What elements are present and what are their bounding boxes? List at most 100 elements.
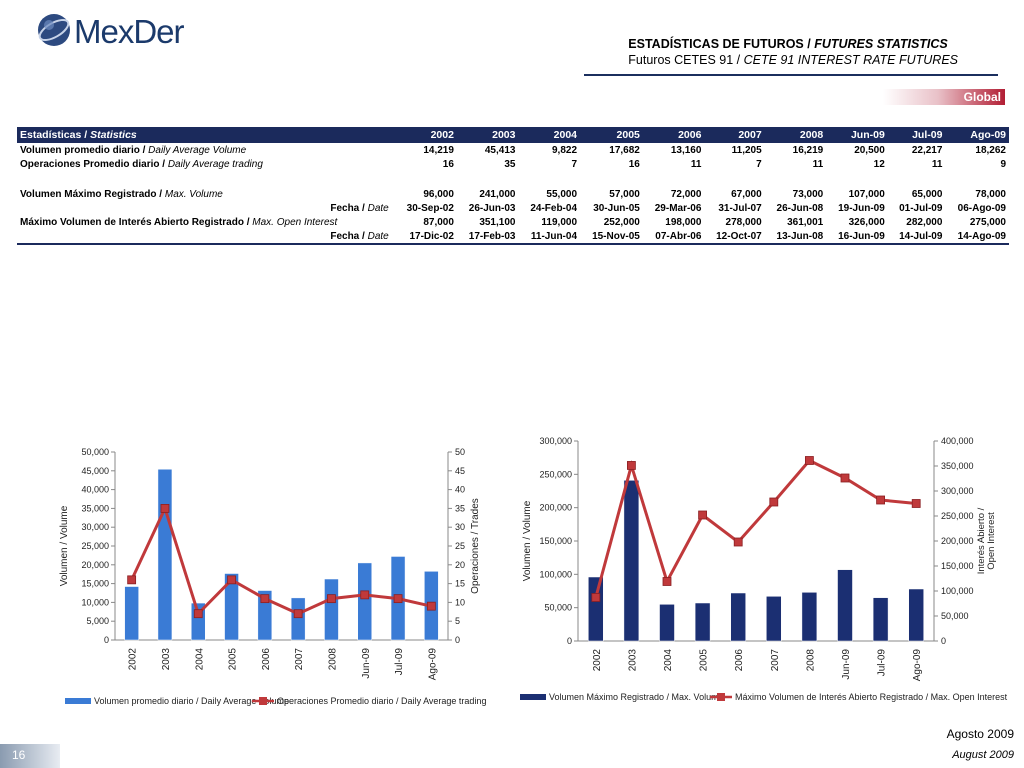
table-cell: 45,413 bbox=[456, 142, 519, 157]
table-cell: 14,219 bbox=[394, 142, 457, 157]
line-marker bbox=[840, 473, 850, 483]
y-tick-label: 0 bbox=[104, 635, 109, 645]
table-cell: 07-Abr-06 bbox=[642, 229, 705, 245]
table-cell: 252,000 bbox=[603, 216, 640, 228]
table-cell: 119,000 bbox=[541, 216, 578, 228]
mexder-logo: MexDer bbox=[36, 10, 196, 52]
x-tick-label: 2004 bbox=[194, 648, 205, 671]
y-tick-label: 100,000 bbox=[539, 569, 572, 579]
bar bbox=[908, 588, 924, 642]
x-tick-label: 2003 bbox=[161, 648, 172, 671]
line-marker bbox=[227, 575, 236, 585]
x-tick-label: Jul-09 bbox=[877, 649, 888, 677]
y2-tick-label: 30 bbox=[455, 522, 465, 532]
x-tick-label: 2006 bbox=[734, 649, 745, 672]
col-header: 2002 bbox=[394, 127, 457, 143]
table-cell: 17-Dic-02 bbox=[394, 229, 457, 245]
bar bbox=[623, 480, 640, 642]
table-cell: 01-Jul-09 bbox=[899, 202, 943, 214]
line-marker bbox=[662, 577, 672, 586]
table-row: Fecha / Date 17-Dic-02 17-Feb-03 11-Jun-04 1… bbox=[17, 229, 1009, 245]
table-row: Fecha / Date 30-Sep-02 26-Jun-03 24-Feb-04 3… bbox=[17, 201, 1009, 215]
y-tick-label: 250,000 bbox=[539, 469, 572, 479]
table-cell: 9,822 bbox=[518, 142, 581, 157]
x-tick-label: 2007 bbox=[294, 648, 305, 671]
table-cell: 11,205 bbox=[704, 142, 765, 157]
y-tick-label: 10,000 bbox=[81, 597, 109, 607]
y-axis-title: Volumen / Volume bbox=[59, 505, 70, 586]
y2-tick-label: 150,000 bbox=[941, 561, 974, 571]
table-cell: 29-Mar-06 bbox=[654, 202, 702, 214]
footer-date-es: Agosto 2009 bbox=[946, 727, 1014, 741]
y2-tick-label: 250,000 bbox=[941, 511, 974, 521]
table-cell: 87,000 bbox=[423, 216, 454, 228]
table-cell: 72,000 bbox=[670, 188, 702, 200]
chart-max-volume: 0 50,000 100,000 150,000 200,000 250,000 300,0… bbox=[520, 436, 1008, 702]
table-cell: 12-Oct-07 bbox=[704, 229, 765, 245]
table-cell: 15-Nov-05 bbox=[580, 229, 643, 245]
table-cell: 11 bbox=[812, 158, 824, 170]
y2-axis-title: Operaciones / Trades bbox=[470, 498, 481, 594]
x-tick-label: Jul-09 bbox=[394, 648, 405, 676]
line-marker bbox=[769, 497, 779, 507]
legend-bar-label: Volumen Máximo Registrado / Max. Volume bbox=[549, 692, 724, 702]
table-spacer-row bbox=[17, 171, 1009, 187]
y2-tick-label: 350,000 bbox=[941, 461, 974, 471]
table-cell: 241,000 bbox=[479, 188, 516, 200]
bar bbox=[694, 602, 711, 642]
series-line bbox=[130, 504, 432, 617]
row-label: Operaciones Promedio diario / Daily Aver… bbox=[20, 158, 263, 170]
table-cell: 11 bbox=[690, 158, 702, 170]
x-tick-label: 2007 bbox=[770, 649, 781, 672]
x-tick-label: 2008 bbox=[327, 648, 338, 671]
y2-tick-label: 400,000 bbox=[941, 436, 974, 446]
table-cell: 31-Jul-07 bbox=[718, 202, 762, 214]
table-header-label: Estadísticas / Statistics bbox=[17, 127, 395, 143]
row-label: Máximo Volumen de Interés Abierto Regist… bbox=[20, 216, 338, 228]
table-cell: 57,000 bbox=[609, 188, 640, 200]
col-header: 2006 bbox=[642, 127, 705, 143]
y2-tick-label: 0 bbox=[941, 636, 946, 646]
col-header: Jun-09 bbox=[826, 127, 888, 143]
y2-tick-label: 20 bbox=[455, 560, 465, 570]
y-tick-label: 300,000 bbox=[539, 436, 572, 446]
table-cell: 20,500 bbox=[826, 142, 888, 157]
table-cell: 7 bbox=[756, 158, 762, 170]
row-label: Volumen promedio diario / Daily Average … bbox=[17, 142, 395, 157]
y-tick-label: 0 bbox=[567, 636, 572, 646]
line-marker bbox=[911, 499, 921, 508]
y-tick-label: 150,000 bbox=[539, 536, 572, 546]
table-row: Máximo Volumen de Interés Abierto Regist… bbox=[17, 215, 1009, 229]
y2-tick-label: 50 bbox=[455, 447, 465, 457]
col-header: Jul-09 bbox=[887, 127, 946, 143]
table-cell: 11-Jun-04 bbox=[518, 229, 581, 245]
table-cell: 14-Ago-09 bbox=[945, 229, 1009, 245]
y-tick-label: 200,000 bbox=[539, 503, 572, 513]
logo-globe-icon bbox=[38, 14, 70, 46]
x-tick-label: 2005 bbox=[699, 649, 710, 672]
table-cell: 65,000 bbox=[911, 188, 943, 200]
line-marker bbox=[426, 601, 436, 611]
statistics-table: Estadísticas / Statistics 2002 2003 2004… bbox=[17, 127, 1009, 245]
table-cell: 19-Jun-09 bbox=[838, 202, 885, 214]
y-tick-label: 25,000 bbox=[81, 541, 109, 551]
table-cell: 282,000 bbox=[906, 216, 943, 228]
col-header: 2003 bbox=[456, 127, 519, 143]
y2-tick-label: 0 bbox=[455, 635, 460, 645]
y2-tick-label: 15 bbox=[455, 579, 465, 589]
table-cell: 06-Ago-09 bbox=[957, 202, 1006, 214]
bar bbox=[837, 569, 853, 642]
y-tick-label: 5,000 bbox=[86, 616, 109, 626]
line-marker bbox=[360, 590, 370, 600]
legend-line-label: Máximo Volumen de Interés Abierto Regist… bbox=[735, 692, 1008, 702]
page-number: 16 bbox=[0, 744, 60, 768]
line-marker bbox=[698, 510, 708, 520]
row-label: Fecha / Date bbox=[330, 202, 389, 214]
bar bbox=[357, 562, 372, 641]
table-cell: 24-Feb-04 bbox=[530, 202, 578, 214]
table-cell: 351,100 bbox=[479, 216, 516, 228]
footer-date-en: August 2009 bbox=[952, 749, 1014, 761]
y-tick-label: 35,000 bbox=[81, 503, 109, 513]
table-cell: 16-Jun-09 bbox=[826, 229, 888, 245]
table-cell: 198,000 bbox=[665, 216, 702, 228]
